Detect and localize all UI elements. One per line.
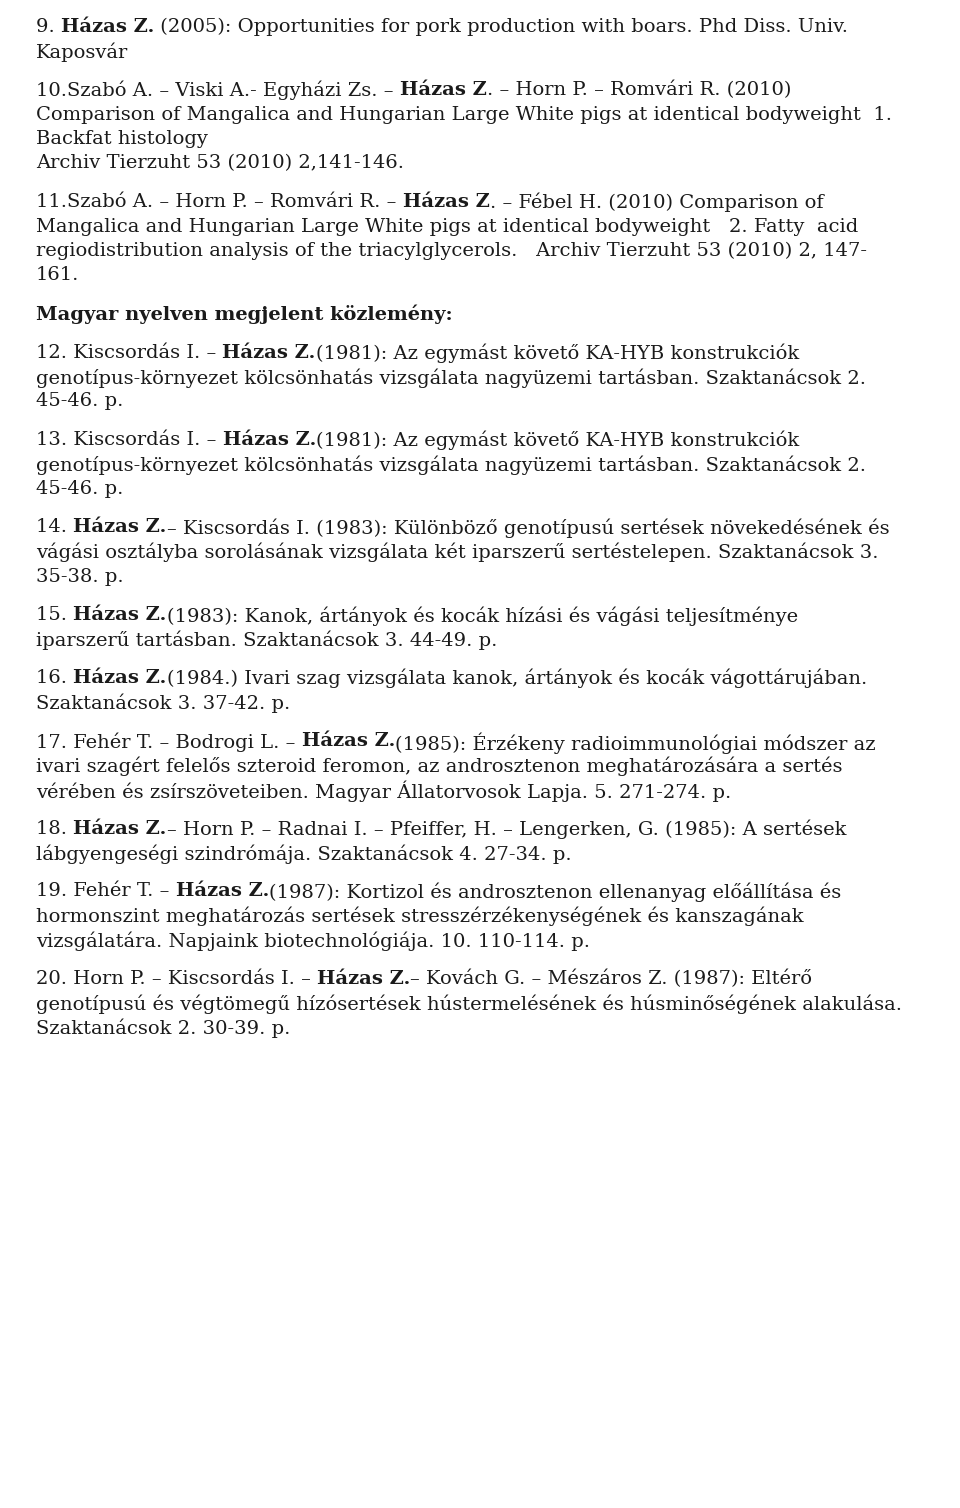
Text: 15.: 15. <box>36 606 73 624</box>
Text: Házas Z: Házas Z <box>399 81 487 100</box>
Text: 11.Szabó A. – Horn P. – Romvári R. –: 11.Szabó A. – Horn P. – Romvári R. – <box>36 193 402 211</box>
Text: . – Fébel H. (2010) Comparison of: . – Fébel H. (2010) Comparison of <box>490 193 823 213</box>
Text: Házas Z.: Házas Z. <box>73 819 167 837</box>
Text: 45-46. p.: 45-46. p. <box>36 392 124 410</box>
Text: vágási osztályba sorolásának vizsgálata két iparszerű sertéstelepen. Szaktanácso: vágási osztályba sorolásának vizsgálata … <box>36 543 878 562</box>
Text: regiodistribution analysis of the triacylglycerols.   Archiv Tierzuht 53 (2010) : regiodistribution analysis of the triacy… <box>36 241 867 261</box>
Text: Mangalica and Hungarian Large White pigs at identical bodyweight   2. Fatty  aci: Mangalica and Hungarian Large White pigs… <box>36 217 858 235</box>
Text: (1985): Érzékeny radioimmunológiai módszer az: (1985): Érzékeny radioimmunológiai módsz… <box>395 731 876 754</box>
Text: – Kovách G. – Mészáros Z. (1987): Eltérő: – Kovách G. – Mészáros Z. (1987): Eltérő <box>411 970 812 988</box>
Text: 161.: 161. <box>36 267 80 285</box>
Text: – Horn P. – Radnai I. – Pfeiffer, H. – Lengerken, G. (1985): A sertések: – Horn P. – Radnai I. – Pfeiffer, H. – L… <box>167 819 846 838</box>
Text: Házas Z: Házas Z <box>402 193 490 211</box>
Text: – Kiscsordás I. (1983): Különböző genotípusú sertések növekedésének és: – Kiscsordás I. (1983): Különböző genotí… <box>167 519 889 538</box>
Text: genotípus-környezet kölcsönhatás vizsgálata nagyüzemi tartásban. Szaktanácsok 2.: genotípus-környezet kölcsönhatás vizsgál… <box>36 455 866 475</box>
Text: Házas Z.: Házas Z. <box>61 18 155 36</box>
Text: (1987): Kortizol és androsztenon ellenanyag előállítása és: (1987): Kortizol és androsztenon ellenan… <box>269 882 841 902</box>
Text: (1984.) Ivari szag vizsgálata kanok, ártányok és kocák vágottárujában.: (1984.) Ivari szag vizsgálata kanok, árt… <box>167 670 867 689</box>
Text: 9.: 9. <box>36 18 61 36</box>
Text: (1981): Az egymást követő KA-HYB konstrukciók: (1981): Az egymást követő KA-HYB konstru… <box>316 344 799 363</box>
Text: Comparison of Mangalica and Hungarian Large White pigs at identical bodyweight  : Comparison of Mangalica and Hungarian La… <box>36 106 892 124</box>
Text: Házas Z.: Házas Z. <box>176 882 269 900</box>
Text: vérében és zsírszöveteiben. Magyar Állatorvosok Lapja. 5. 271-274. p.: vérében és zsírszöveteiben. Magyar Állat… <box>36 781 732 802</box>
Text: 18.: 18. <box>36 819 73 837</box>
Text: Archiv Tierzuht 53 (2010) 2,141-146.: Archiv Tierzuht 53 (2010) 2,141-146. <box>36 154 404 172</box>
Text: genotípus-környezet kölcsönhatás vizsgálata nagyüzemi tartásban. Szaktanácsok 2.: genotípus-környezet kölcsönhatás vizsgál… <box>36 368 866 388</box>
Text: 14.: 14. <box>36 519 73 537</box>
Text: (1983): Kanok, ártányok és kocák hízási és vágási teljesítménye: (1983): Kanok, ártányok és kocák hízási … <box>167 606 798 626</box>
Text: . – Horn P. – Romvári R. (2010): . – Horn P. – Romvári R. (2010) <box>487 81 791 100</box>
Text: iparszerű tartásban. Szaktanácsok 3. 44-49. p.: iparszerű tartásban. Szaktanácsok 3. 44-… <box>36 630 497 650</box>
Text: 45-46. p.: 45-46. p. <box>36 480 124 498</box>
Text: Backfat histology: Backfat histology <box>36 130 208 148</box>
Text: 17. Fehér T. – Bodrogi L. –: 17. Fehér T. – Bodrogi L. – <box>36 731 301 751</box>
Text: Szaktanácsok 3. 37-42. p.: Szaktanácsok 3. 37-42. p. <box>36 694 290 713</box>
Text: hormonszint meghatározás sertések stresszérzékenységének és kanszagának: hormonszint meghatározás sertések stress… <box>36 906 804 926</box>
Text: 16.: 16. <box>36 670 73 688</box>
Text: Magyar nyelven megjelent közlemény:: Magyar nyelven megjelent közlemény: <box>36 305 452 324</box>
Text: lábgyengeségi szindrómája. Szaktanácsok 4. 27-34. p.: lábgyengeségi szindrómája. Szaktanácsok … <box>36 844 571 864</box>
Text: Házas Z.: Házas Z. <box>317 970 411 988</box>
Text: vizsgálatára. Napjaink biotechnológiája. 10. 110-114. p.: vizsgálatára. Napjaink biotechnológiája.… <box>36 932 590 952</box>
Text: Szaktanácsok 2. 30-39. p.: Szaktanácsok 2. 30-39. p. <box>36 1019 290 1039</box>
Text: 35-38. p.: 35-38. p. <box>36 567 124 585</box>
Text: 12. Kiscsordás I. –: 12. Kiscsordás I. – <box>36 344 223 362</box>
Text: Kaposvár: Kaposvár <box>36 42 129 62</box>
Text: (1981): Az egymást követő KA-HYB konstrukciók: (1981): Az egymást követő KA-HYB konstru… <box>316 431 800 451</box>
Text: Házas Z.: Házas Z. <box>301 731 395 749</box>
Text: Házas Z.: Házas Z. <box>73 670 167 688</box>
Text: Házas Z.: Házas Z. <box>73 606 167 624</box>
Text: Házas Z.: Házas Z. <box>223 344 316 362</box>
Text: 20. Horn P. – Kiscsordás I. –: 20. Horn P. – Kiscsordás I. – <box>36 970 317 988</box>
Text: Házas Z.: Házas Z. <box>73 519 167 537</box>
Text: 19. Fehér T. –: 19. Fehér T. – <box>36 882 176 900</box>
Text: genotípusú és végtömegű hízósertések hústermelésének és húsminőségének alakulása: genotípusú és végtömegű hízósertések hús… <box>36 994 902 1013</box>
Text: ivari szagért felelős szteroid feromon, az androsztenon meghatározására a sertés: ivari szagért felelős szteroid feromon, … <box>36 757 843 777</box>
Text: 13. Kiscsordás I. –: 13. Kiscsordás I. – <box>36 431 223 449</box>
Text: Házas Z.: Házas Z. <box>223 431 316 449</box>
Text: (2005): Opportunities for pork production with boars. Phd Diss. Univ.: (2005): Opportunities for pork productio… <box>155 18 849 36</box>
Text: 10.Szabó A. – Viski A.- Egyházi Zs. –: 10.Szabó A. – Viski A.- Egyházi Zs. – <box>36 81 399 101</box>
